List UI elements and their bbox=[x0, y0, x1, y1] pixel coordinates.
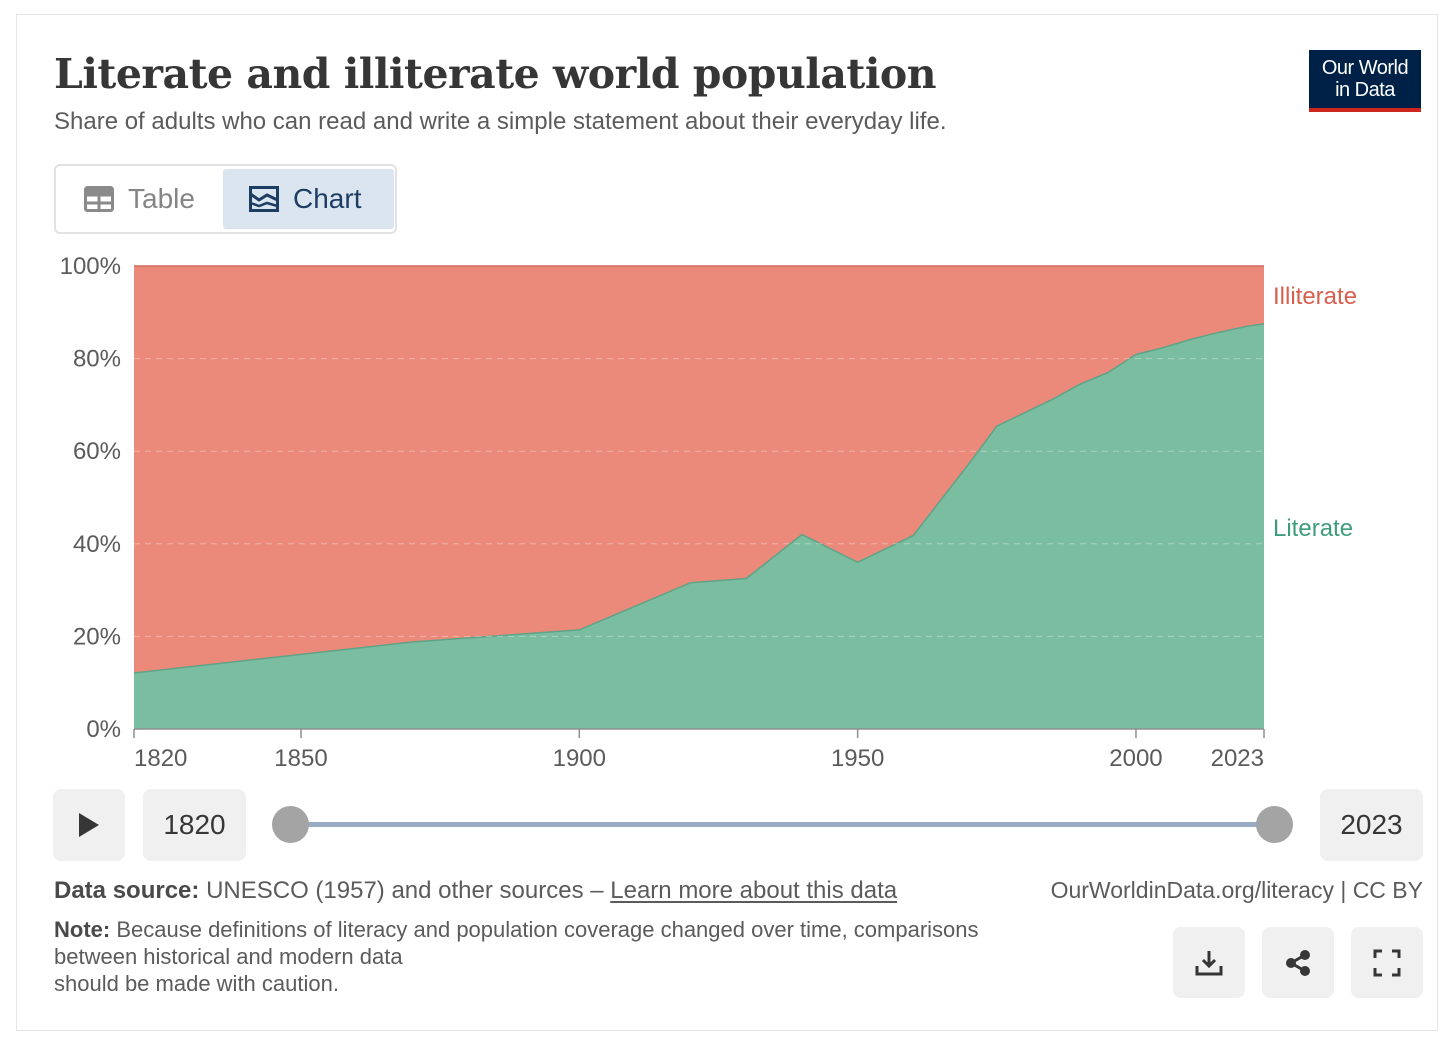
source-text: UNESCO (1957) and other sources – bbox=[206, 877, 611, 904]
x-tick-label: 1900 bbox=[553, 745, 606, 772]
note-line-1: Because definitions of literacy and popu… bbox=[116, 917, 979, 942]
note-line-3: should be made with caution. bbox=[54, 971, 339, 996]
timeline-start-year[interactable]: 1820 bbox=[143, 789, 246, 861]
share-icon bbox=[1286, 949, 1310, 976]
owid-logo[interactable]: Our World in Data bbox=[1309, 50, 1421, 112]
play-button[interactable] bbox=[53, 789, 125, 861]
timeline-track[interactable] bbox=[296, 822, 1276, 827]
x-tick-label: 2023 bbox=[1211, 745, 1264, 772]
share-button[interactable] bbox=[1262, 927, 1334, 998]
timeline-end-handle[interactable] bbox=[1256, 806, 1293, 843]
play-icon bbox=[79, 813, 99, 837]
x-tick-label: 2000 bbox=[1109, 745, 1162, 772]
x-tick-label: 1850 bbox=[274, 745, 327, 772]
literate-area bbox=[134, 323, 1264, 729]
x-tick-label: 1950 bbox=[831, 745, 884, 772]
chart-title: Literate and illiterate world population bbox=[54, 50, 937, 98]
illiterate-area bbox=[134, 266, 1264, 673]
literate-line bbox=[133, 323, 1265, 674]
learn-more-link[interactable]: Learn more about this data bbox=[610, 877, 898, 904]
download-button[interactable] bbox=[1173, 927, 1245, 998]
y-tick-label: 60% bbox=[73, 438, 121, 465]
tab-table[interactable]: Table bbox=[84, 169, 195, 229]
table-icon bbox=[84, 186, 114, 212]
data-source: Data source: UNESCO (1957) and other sou… bbox=[54, 877, 897, 905]
logo-line-2: in Data bbox=[1335, 79, 1395, 101]
view-tabs: Table Chart bbox=[54, 164, 397, 234]
x-tick-label: 1820 bbox=[134, 745, 187, 772]
chart-icon bbox=[249, 186, 279, 212]
series-label-illiterate: Illiterate bbox=[1273, 283, 1357, 310]
logo-line-1: Our World bbox=[1321, 57, 1409, 79]
chart-subtitle: Share of adults who can read and write a… bbox=[54, 108, 947, 135]
fullscreen-button[interactable] bbox=[1351, 927, 1423, 998]
timeline-start-handle[interactable] bbox=[272, 806, 309, 843]
chart-frame bbox=[16, 14, 1438, 1031]
source-label: Data source: bbox=[54, 877, 200, 904]
logo-accent-bar bbox=[1309, 108, 1421, 112]
timeline-end-year[interactable]: 2023 bbox=[1320, 789, 1423, 861]
y-tick-label: 0% bbox=[86, 716, 121, 743]
tab-chart[interactable]: Chart bbox=[223, 169, 394, 229]
credit-link[interactable]: OurWorldinData.org/literacy | CC BY bbox=[1050, 877, 1423, 903]
chart-note: Note: Because definitions of literacy an… bbox=[54, 916, 1114, 997]
series-label-literate: Literate bbox=[1273, 515, 1353, 542]
note-line-2: between historical and modern data bbox=[54, 944, 403, 969]
note-label: Note: bbox=[54, 917, 111, 942]
y-tick-label: 100% bbox=[60, 253, 121, 280]
fullscreen-icon bbox=[1373, 949, 1401, 976]
tab-chart-label: Chart bbox=[293, 183, 362, 214]
y-tick-label: 40% bbox=[73, 531, 121, 558]
download-icon bbox=[1195, 950, 1223, 975]
y-tick-label: 80% bbox=[73, 346, 121, 373]
tab-table-label: Table bbox=[128, 183, 195, 214]
y-tick-label: 20% bbox=[73, 623, 121, 650]
stacked-area-chart: 0% 20% 40% 60% 80% 100% 1820 1850 1900 1950 2000 20… bbox=[60, 253, 1357, 772]
